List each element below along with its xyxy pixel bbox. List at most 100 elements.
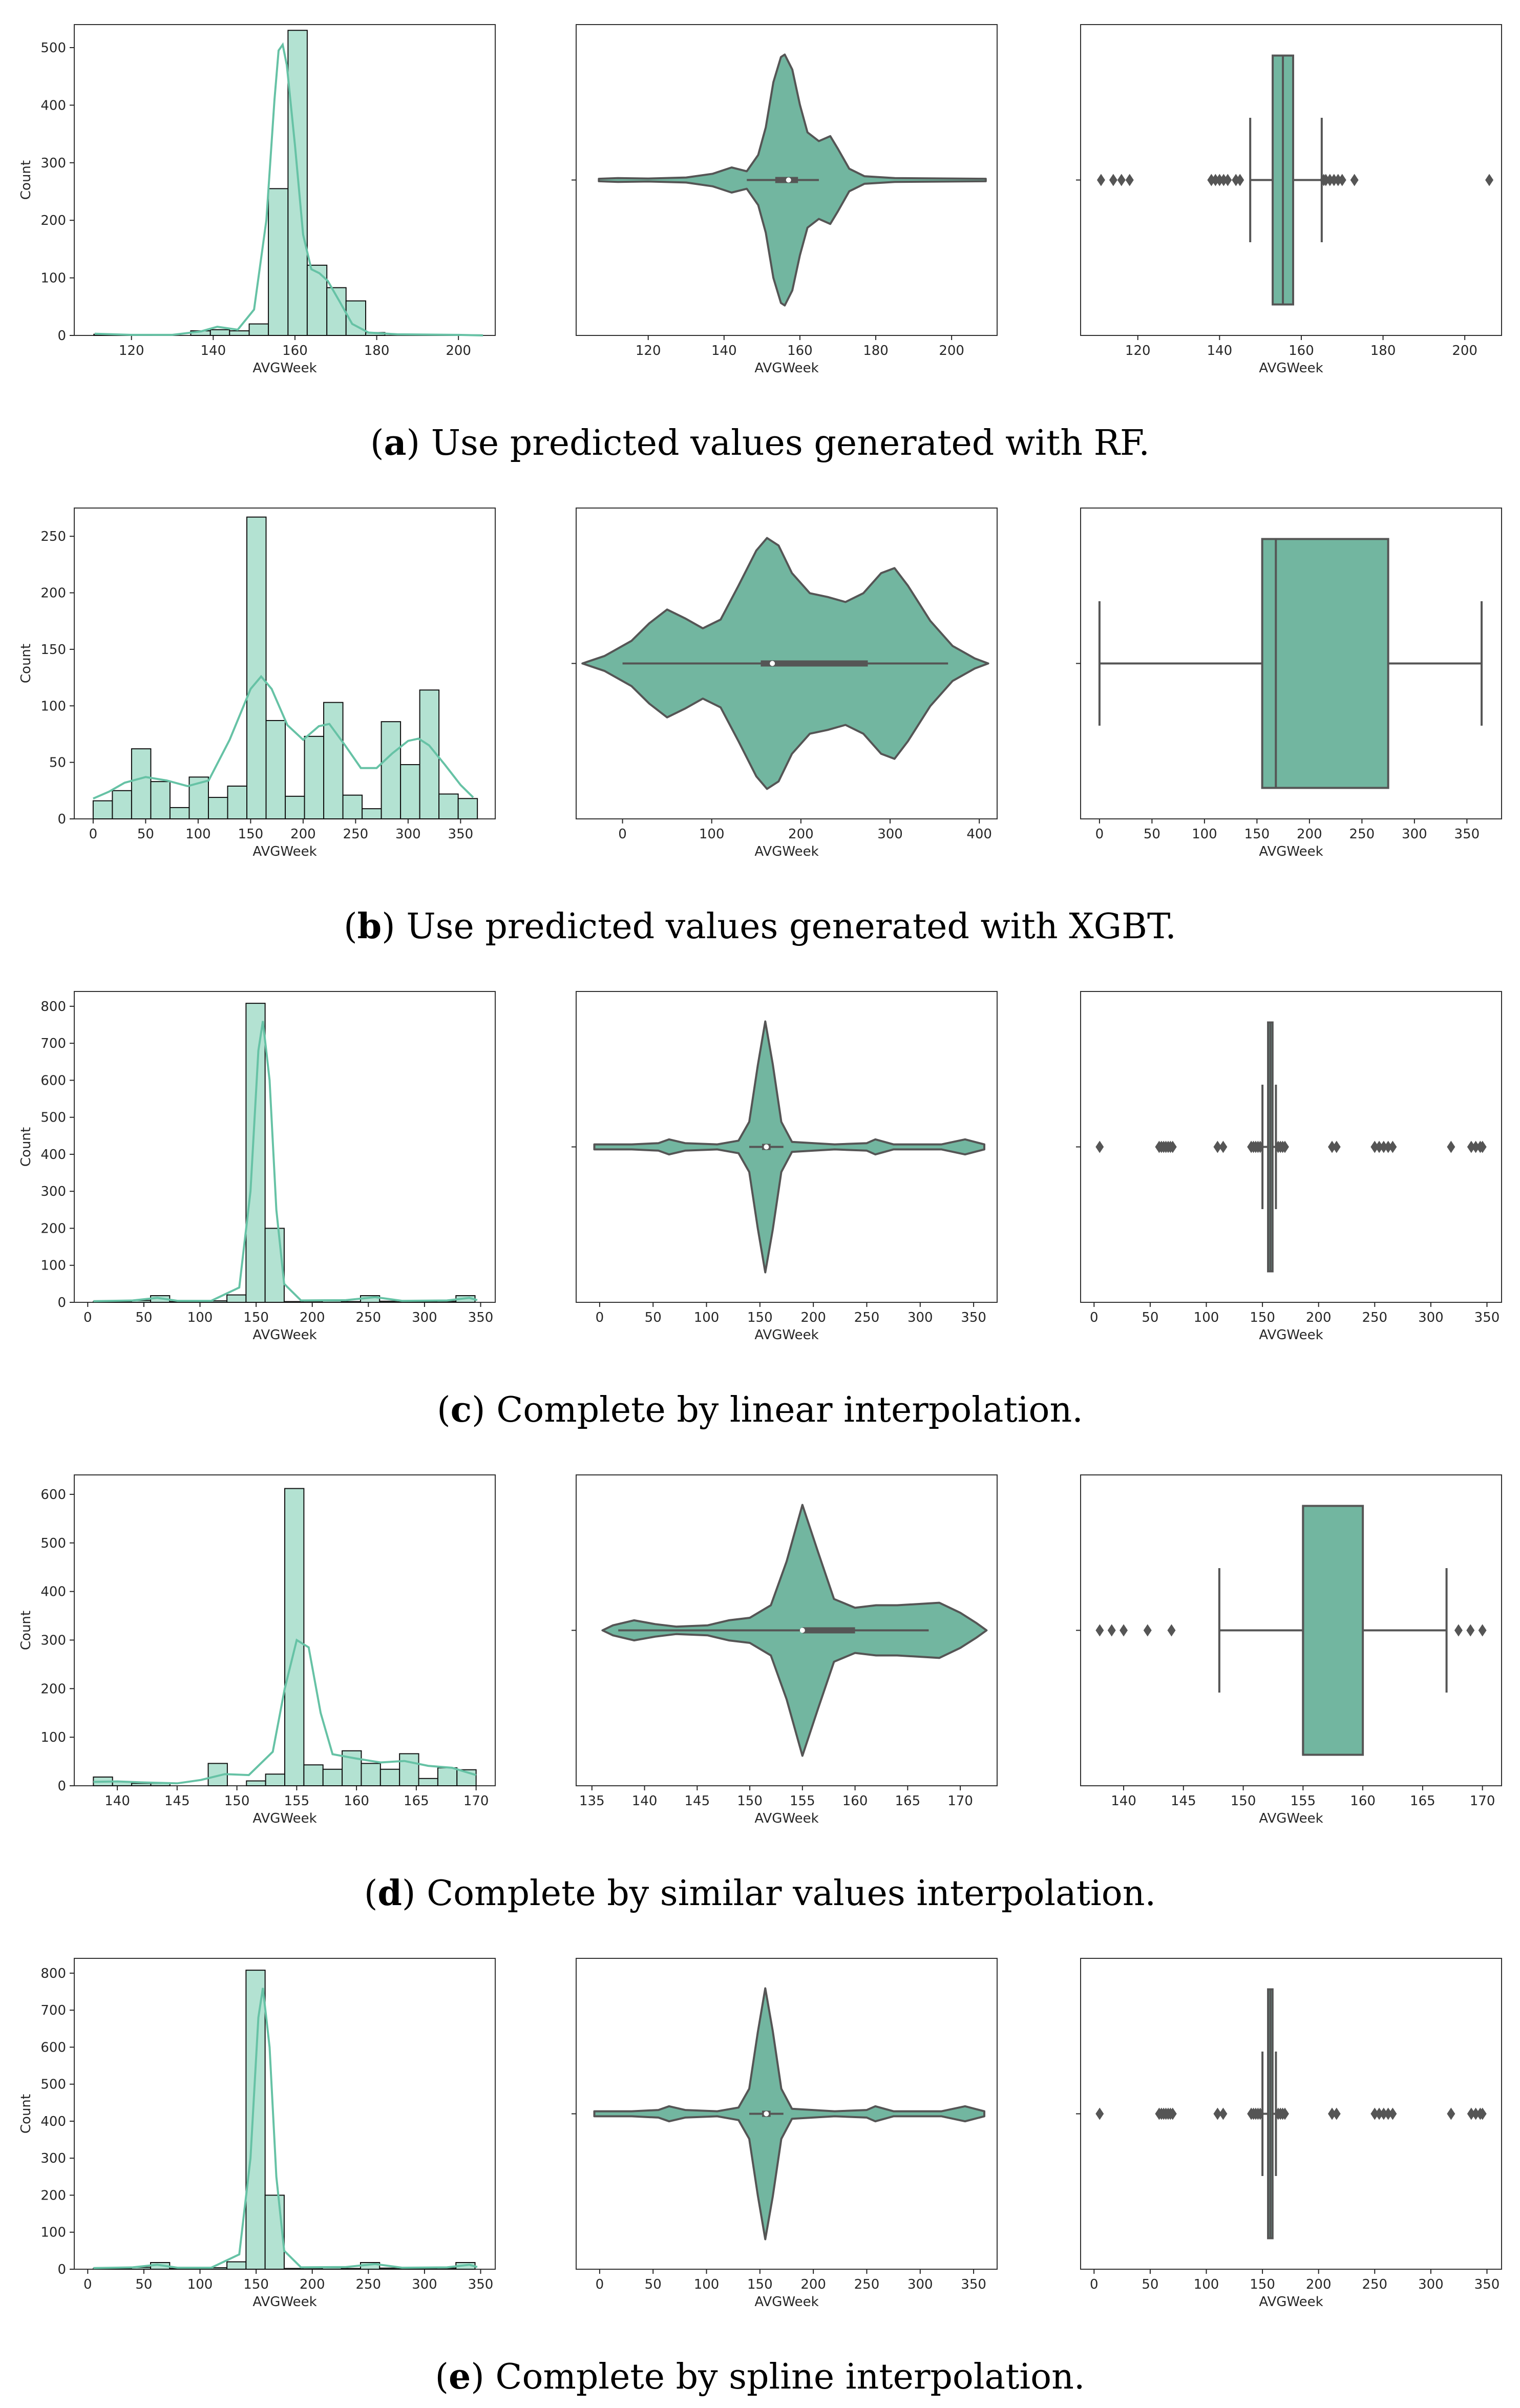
x-tick-label: 100: [187, 1310, 213, 1325]
x-tick-label: 250: [854, 2277, 880, 2292]
histogram-bar: [226, 1294, 247, 1303]
violin-panel: 0 50 100 150 200 250 300 350 AVGWeek: [572, 991, 998, 1343]
histogram-bar: [209, 329, 230, 336]
subfigure-caption: (b) Use predicted values generated with …: [344, 906, 1176, 947]
box-outlier: [1096, 174, 1105, 186]
x-tick-label: 0: [89, 827, 98, 842]
box-outlier: [1478, 1624, 1487, 1637]
y-axis-label: Count: [18, 1611, 34, 1650]
figure-row-d: 140 145 150 155 160 165 170 0 100 200 300 400 500 600…: [18, 1474, 1502, 1914]
x-tick-label: 165: [404, 1793, 429, 1809]
figure-row-b: 0 50 100 150 200 250 300 350 0 50 100 150 200 250 AVGW…: [18, 508, 1502, 947]
subfigure-caption: (e) Complete by spline interpolation.: [435, 2356, 1085, 2397]
x-tick-label: 150: [224, 1793, 250, 1809]
histogram-bar: [246, 1780, 266, 1786]
histogram-bar: [304, 735, 325, 820]
y-tick-label: 500: [40, 2077, 66, 2093]
x-tick-label: 100: [1192, 827, 1217, 842]
y-tick-label: 200: [40, 213, 66, 228]
x-tick-label: 0: [1090, 1310, 1099, 1325]
y-tick-label: 100: [40, 1730, 66, 1745]
x-tick-label: 50: [135, 2277, 152, 2292]
x-tick-label: 160: [1289, 343, 1314, 358]
histogram-bar: [285, 795, 305, 819]
violin-median-dot: [786, 177, 791, 183]
histogram-bar: [265, 1773, 285, 1787]
x-tick-label: 50: [1142, 1310, 1158, 1325]
x-tick-label: 350: [1454, 827, 1480, 842]
histogram-bar: [323, 702, 344, 819]
y-axis-label: Count: [18, 1127, 34, 1167]
box-outlier: [1256, 2107, 1264, 2120]
box-outlier: [1167, 1624, 1176, 1637]
x-axis-label: AVGWeek: [1259, 1327, 1323, 1343]
y-tick-label: 300: [40, 156, 66, 171]
histogram-bar: [362, 808, 382, 819]
violin-iqr-box: [802, 1627, 855, 1634]
x-tick-label: 165: [895, 1793, 921, 1809]
subfigure-caption: (d) Complete by similar values interpola…: [364, 1873, 1156, 1914]
histogram-bar: [418, 1778, 438, 1786]
x-tick-label: 170: [1470, 1793, 1495, 1809]
box-outlier: [1467, 2107, 1475, 2120]
x-axis-label: AVGWeek: [252, 1811, 316, 1826]
x-tick-label: 150: [737, 1793, 763, 1809]
histogram-bar: [245, 1970, 266, 2270]
histogram-bar: [399, 1753, 419, 1786]
x-tick-label: 170: [947, 1793, 973, 1809]
y-tick-label: 600: [40, 1487, 66, 1503]
x-tick-label: 200: [300, 2277, 325, 2292]
y-tick-label: 150: [40, 642, 66, 658]
x-axis-label: AVGWeek: [252, 1327, 316, 1343]
y-tick-label: 400: [40, 1147, 66, 1163]
caption-label: b: [357, 906, 382, 947]
violin-median-dot: [764, 2111, 769, 2117]
y-axis-label: Count: [18, 644, 34, 683]
x-tick-label: 200: [1306, 2277, 1332, 2292]
box-outlier: [1447, 2107, 1455, 2120]
box-outlier: [1095, 2107, 1104, 2120]
caption-label: c: [451, 1389, 472, 1430]
caption-paren-close: ): [472, 1390, 496, 1430]
x-tick-label: 150: [1244, 827, 1270, 842]
box-outlier: [1466, 1624, 1475, 1637]
x-tick-label: 200: [788, 827, 814, 842]
box-outlier: [1467, 1140, 1475, 1153]
y-tick-label: 200: [40, 586, 66, 601]
box-outlier: [1219, 2107, 1228, 2120]
box-outlier: [1236, 174, 1244, 186]
y-tick-label: 400: [40, 2114, 66, 2129]
x-tick-label: 100: [1194, 1310, 1219, 1325]
x-tick-label: 50: [137, 827, 154, 842]
box-outlier: [1280, 2107, 1289, 2120]
box-outlier: [1328, 2107, 1337, 2120]
caption-paren-open: (: [344, 906, 357, 947]
kde-line: [93, 1021, 478, 1302]
x-tick-label: 100: [694, 1310, 720, 1325]
caption-text: Complete by spline interpolation.: [495, 2357, 1085, 2397]
box-outlier: [1338, 174, 1346, 186]
y-tick-label: 800: [40, 1966, 66, 1981]
x-tick-label: 100: [694, 2277, 720, 2292]
y-tick-label: 500: [40, 1536, 66, 1551]
box-outlier: [1143, 1624, 1152, 1637]
y-tick-label: 300: [40, 1633, 66, 1648]
x-tick-label: 160: [1350, 1793, 1376, 1809]
caption-paren-close: ): [471, 2357, 495, 2397]
x-tick-label: 250: [355, 2277, 381, 2292]
kde-line: [93, 1988, 478, 2269]
x-axis-label: AVGWeek: [252, 2294, 316, 2310]
x-tick-label: 150: [747, 1310, 773, 1325]
x-tick-label: 150: [1231, 1793, 1256, 1809]
y-tick-label: 100: [40, 699, 66, 714]
box-outlier: [1107, 1624, 1116, 1637]
x-tick-label: 300: [412, 1310, 437, 1325]
x-tick-label: 150: [747, 2277, 773, 2292]
box-outlier: [1375, 1140, 1384, 1153]
x-axis-label: AVGWeek: [1259, 1811, 1323, 1826]
box-outlier: [1379, 1140, 1388, 1153]
x-tick-label: 135: [579, 1793, 605, 1809]
x-tick-label: 100: [187, 2277, 213, 2292]
x-axis-label: AVGWeek: [754, 2294, 818, 2310]
